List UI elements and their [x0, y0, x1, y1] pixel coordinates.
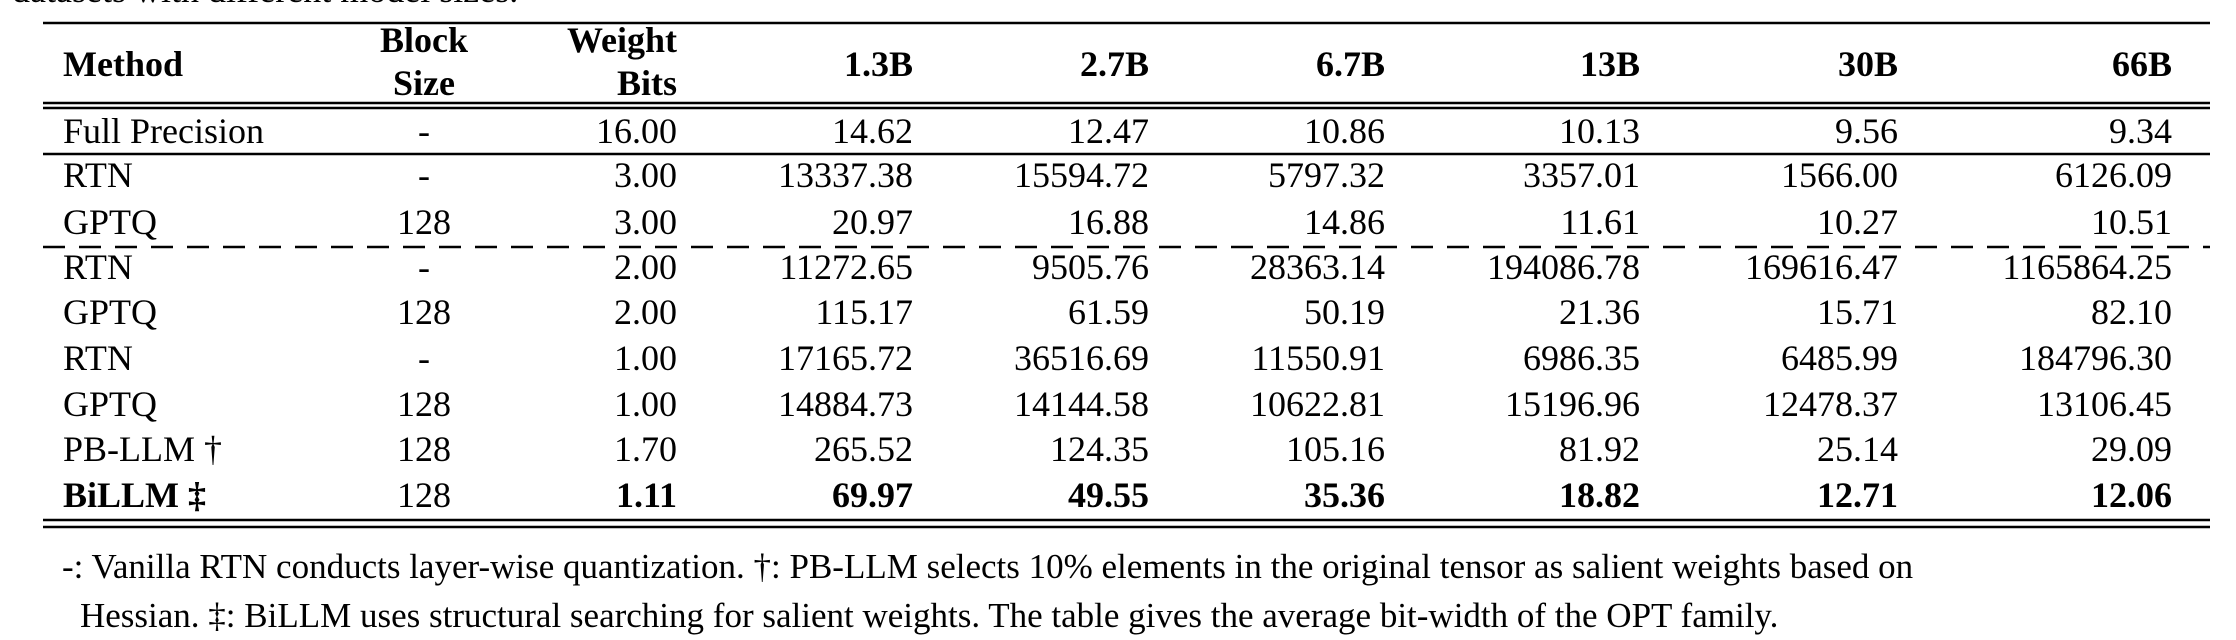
table-cell: 49.55	[1068, 475, 1149, 515]
table-cell: 11.61	[1560, 202, 1640, 242]
table-cell: 115.17	[815, 292, 913, 332]
table-cell: 15196.96	[1505, 384, 1640, 424]
table-cell: PB-LLM †	[63, 429, 222, 469]
table-cell: -	[418, 111, 430, 151]
table-cell: 128	[397, 475, 451, 515]
table-cell: 25.14	[1817, 429, 1898, 469]
table-cell: 3.00	[614, 202, 677, 242]
table-cell: 50.19	[1304, 292, 1385, 332]
table-cell: 1.00	[614, 338, 677, 378]
footnote-line: Hessian. ‡: BiLLM uses structural search…	[80, 596, 1778, 635]
table-cell: 10.13	[1559, 111, 1640, 151]
table-cell: 12.06	[2091, 475, 2172, 515]
table-cell: 105.16	[1286, 429, 1385, 469]
table-cell: 14.86	[1304, 202, 1385, 242]
table-cell: -	[418, 247, 430, 287]
table-cell: 16.00	[596, 111, 677, 151]
table-cell: 128	[397, 429, 451, 469]
table-cell: GPTQ	[63, 202, 157, 242]
table-cell: 184796.30	[2019, 338, 2172, 378]
table-cell: 13337.38	[778, 155, 913, 195]
table-cell: -	[418, 338, 430, 378]
column-header: Method	[63, 44, 183, 84]
table-cell: RTN	[63, 338, 133, 378]
table-cell: 13106.45	[2037, 384, 2172, 424]
footnote-line: -: Vanilla RTN conducts layer-wise quant…	[62, 547, 1913, 586]
table-cell: 2.00	[614, 247, 677, 287]
table-cell: 128	[397, 384, 451, 424]
table-cell: 61.59	[1068, 292, 1149, 332]
table-cell: 3357.01	[1523, 155, 1640, 195]
table-cell: GPTQ	[63, 292, 157, 332]
table-cell: 9505.76	[1032, 247, 1149, 287]
table-cell: 18.82	[1559, 475, 1640, 515]
table-cell: 12.47	[1068, 111, 1149, 151]
table-cell: 9.34	[2109, 111, 2172, 151]
table-cell: 5797.32	[1268, 155, 1385, 195]
column-header: 1.3B	[844, 44, 913, 84]
table-cell: 12478.37	[1763, 384, 1898, 424]
table-cell: 36516.69	[1014, 338, 1149, 378]
table-cell: 6986.35	[1523, 338, 1640, 378]
table-cell: 128	[397, 202, 451, 242]
table-cell: BiLLM ‡	[63, 475, 206, 515]
table-cell: 3.00	[614, 155, 677, 195]
table-cell: 11550.91	[1251, 338, 1385, 378]
table-cell: 35.36	[1304, 475, 1385, 515]
table-cell: 14884.73	[778, 384, 913, 424]
table-cell: 169616.47	[1745, 247, 1898, 287]
table-cell: 16.88	[1068, 202, 1149, 242]
table-cell: RTN	[63, 247, 133, 287]
table-cell: 1165864.25	[2002, 247, 2172, 287]
table-cell: 14.62	[832, 111, 913, 151]
caption-fragment: datasets with different model sizes.	[12, 0, 518, 10]
column-header: Block	[380, 20, 468, 60]
table-cell: -	[418, 155, 430, 195]
table-cell: 21.36	[1559, 292, 1640, 332]
table-cell: 11272.65	[779, 247, 913, 287]
table-cell: GPTQ	[63, 384, 157, 424]
table-cell: 1566.00	[1781, 155, 1898, 195]
column-header: 6.7B	[1316, 44, 1385, 84]
column-header: Bits	[617, 63, 677, 103]
table-cell: 12.71	[1817, 475, 1898, 515]
table-cell: 10.51	[2091, 202, 2172, 242]
column-header: Weight	[567, 20, 677, 60]
table-cell: 15.71	[1817, 292, 1898, 332]
table-cell: 6485.99	[1781, 338, 1898, 378]
table-cell: Full Precision	[63, 111, 264, 151]
table-cell: 29.09	[2091, 429, 2172, 469]
column-header: 13B	[1580, 44, 1640, 84]
table-cell: 28363.14	[1250, 247, 1385, 287]
table-cell: 82.10	[2091, 292, 2172, 332]
column-header: 30B	[1838, 44, 1898, 84]
table-cell: 124.35	[1050, 429, 1149, 469]
table-cell: 1.00	[614, 384, 677, 424]
table-cell: 128	[397, 292, 451, 332]
table-cell: 10.86	[1304, 111, 1385, 151]
table-cell: 9.56	[1835, 111, 1898, 151]
table-cell: 17165.72	[778, 338, 913, 378]
column-header: 66B	[2112, 44, 2172, 84]
table-cell: 1.70	[614, 429, 677, 469]
column-header: Size	[393, 63, 455, 103]
table-cell: 14144.58	[1014, 384, 1149, 424]
table-cell: 265.52	[814, 429, 913, 469]
column-header: 2.7B	[1080, 44, 1149, 84]
table-cell: 194086.78	[1487, 247, 1640, 287]
table-cell: 20.97	[832, 202, 913, 242]
table-cell: 81.92	[1559, 429, 1640, 469]
table-cell: RTN	[63, 155, 133, 195]
table-cell: 15594.72	[1014, 155, 1149, 195]
table-cell: 1.11	[616, 475, 677, 515]
table-cell: 10.27	[1817, 202, 1898, 242]
table-cell: 2.00	[614, 292, 677, 332]
table-cell: 10622.81	[1250, 384, 1385, 424]
table-cell: 6126.09	[2055, 155, 2172, 195]
table-cell: 69.97	[832, 475, 913, 515]
